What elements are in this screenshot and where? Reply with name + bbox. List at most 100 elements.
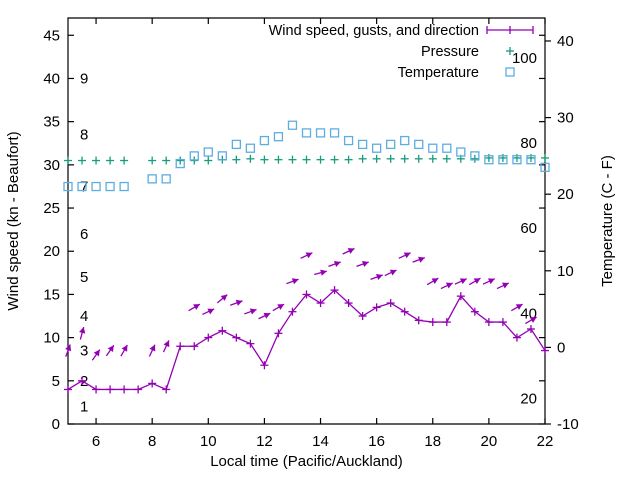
gust-arrow-head <box>473 278 481 284</box>
gust-arrow-head <box>305 252 313 259</box>
gust-arrow-head <box>149 344 156 352</box>
gust-arrow-head <box>529 317 537 323</box>
temperature-marker <box>498 155 508 165</box>
gust-arrow-head <box>220 294 228 301</box>
temperature-marker <box>526 155 536 165</box>
y-tick-label: 20 <box>43 243 60 260</box>
y2-axis-title: Temperature (C - F) <box>599 155 616 287</box>
gust-arrow-head <box>193 304 200 310</box>
y-tick-label: 10 <box>43 330 60 347</box>
fahrenheit-label: 20 <box>520 391 537 408</box>
gust-arrow-head <box>263 312 271 319</box>
y-tick-label: 40 <box>43 70 60 87</box>
legend-sample-square <box>505 67 515 77</box>
temperature-marker <box>386 139 396 150</box>
x-tick-label: 14 <box>312 433 329 450</box>
y-tick-label: 15 <box>43 286 60 303</box>
fahrenheit-label: 80 <box>520 135 537 152</box>
legend-label: Wind speed, gusts, and direction <box>269 23 479 39</box>
x-tick-label: 22 <box>537 433 554 450</box>
y-tick-label: 0 <box>52 416 60 433</box>
x-tick-label: 10 <box>200 433 217 450</box>
gust-arrow-head <box>487 278 495 285</box>
temperature-marker <box>105 181 115 192</box>
temperature-marker <box>147 174 157 184</box>
temperature-marker <box>540 162 550 173</box>
y2-tick-label: 0 <box>557 339 565 356</box>
y-tick-label: 5 <box>52 373 60 390</box>
temperature-marker <box>315 128 326 138</box>
temperature-marker <box>329 128 340 138</box>
gust-arrow-head <box>361 261 369 268</box>
gust-arrow-head <box>431 278 439 284</box>
gust-arrow-head <box>347 248 355 254</box>
x-tick-label: 20 <box>481 433 498 450</box>
gust-arrow-head <box>163 340 170 348</box>
gust-arrow-head <box>333 261 341 268</box>
gust-arrow-head <box>235 299 243 306</box>
y-tick-label: 35 <box>43 114 60 131</box>
wind-speed-line <box>67 289 546 391</box>
temperature-marker <box>91 181 101 192</box>
beaufort-label: 8 <box>80 127 88 144</box>
gust-arrow-head <box>65 344 72 352</box>
x-tick-label: 12 <box>256 433 273 450</box>
gust-arrow-head <box>320 269 327 276</box>
temperature-marker <box>371 143 382 153</box>
temperature-marker <box>259 135 270 146</box>
temperature-marker <box>63 181 73 192</box>
gust-arrow-head <box>207 308 215 315</box>
temperature-marker <box>470 151 480 161</box>
temperature-marker <box>357 139 368 150</box>
y2-tick-label: 40 <box>557 33 574 50</box>
beaufort-label: 7 <box>80 178 88 195</box>
x-tick-label: 8 <box>148 433 156 450</box>
y-axis-title: Wind speed (kn - Beaufort) <box>5 131 22 310</box>
beaufort-label: 6 <box>80 226 88 243</box>
temperature-marker <box>428 143 438 153</box>
gust-arrow-head <box>459 278 467 285</box>
temperature-marker <box>343 135 354 146</box>
temperature-marker <box>231 139 242 150</box>
beaufort-label: 3 <box>80 343 88 360</box>
temperature-marker <box>245 143 256 153</box>
temperature-marker <box>189 151 199 161</box>
gust-arrow-head <box>107 345 114 353</box>
temperature-marker <box>203 147 213 157</box>
temperature-marker <box>301 128 312 138</box>
beaufort-label: 1 <box>80 399 88 416</box>
temperature-marker <box>456 147 466 157</box>
y2-tick-label: 30 <box>557 110 574 127</box>
gust-arrow-head <box>376 273 383 280</box>
x-tick-label: 18 <box>424 433 441 450</box>
y2-tick-label: -10 <box>557 416 579 433</box>
temperature-marker <box>77 181 87 192</box>
legend-label: Temperature <box>398 65 479 81</box>
y2-tick-label: 10 <box>557 263 574 280</box>
temperature-marker <box>287 120 298 130</box>
gust-arrow-head <box>93 349 100 357</box>
y-tick-label: 30 <box>43 157 60 174</box>
temperature-marker <box>414 139 424 150</box>
gust-arrow-head <box>277 304 285 310</box>
x-axis-title: Local time (Pacific/Auckland) <box>210 453 403 470</box>
gust-arrow-head <box>121 344 128 352</box>
beaufort-label: 4 <box>80 308 88 325</box>
temperature-marker <box>217 151 227 161</box>
x-tick-label: 16 <box>368 433 385 450</box>
legend-label: Pressure <box>421 44 479 60</box>
temperature-marker <box>273 132 284 142</box>
y-tick-label: 45 <box>43 27 60 44</box>
temperature-marker <box>119 181 129 192</box>
temperature-marker <box>484 155 494 165</box>
temperature-marker <box>400 135 410 146</box>
gust-arrow-head <box>291 278 299 285</box>
gust-arrow-head <box>445 282 453 289</box>
gust-arrow-head <box>79 327 86 334</box>
gust-arrow-head <box>389 269 397 276</box>
temperature-marker <box>161 174 171 184</box>
fahrenheit-label: 60 <box>520 220 537 237</box>
temperature-marker <box>442 143 452 153</box>
